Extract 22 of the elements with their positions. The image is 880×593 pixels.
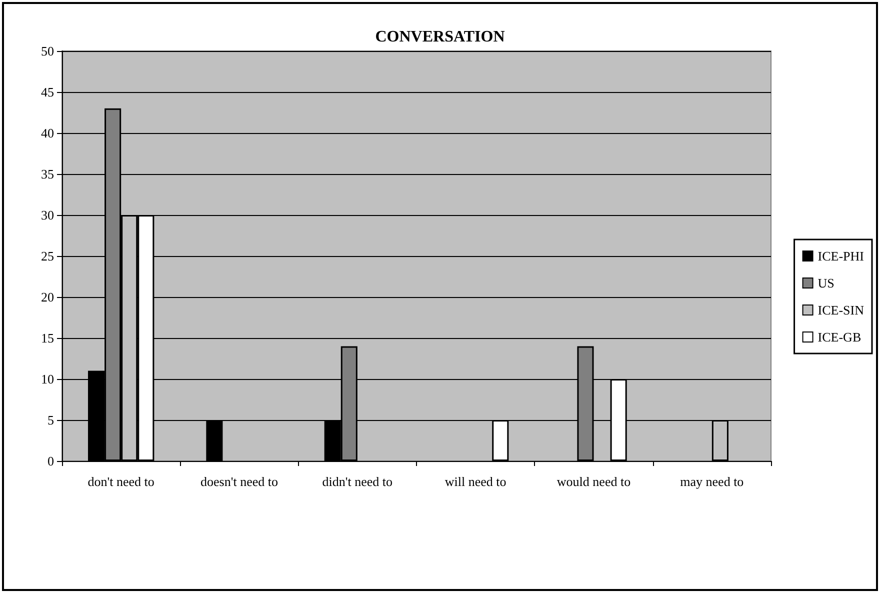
y-tick-label: 45 xyxy=(41,84,54,100)
y-tick-label: 25 xyxy=(41,248,54,264)
x-tick-label: didn't need to xyxy=(322,474,393,489)
y-tick-label: 30 xyxy=(41,208,54,222)
y-tick-label: 20 xyxy=(41,290,54,304)
x-tick-label: may need to xyxy=(680,474,744,489)
y-tick-label: 35 xyxy=(41,166,54,182)
y-tick-label: 50 xyxy=(41,44,54,58)
x-tick-label: would need to xyxy=(556,474,631,489)
y-tick-label: 0 xyxy=(48,454,54,468)
x-tick-label: will need to xyxy=(444,474,506,489)
legend-label: ICE-SIN xyxy=(818,302,865,318)
y-tick-label: 40 xyxy=(41,126,54,140)
chart-title: CONVERSATION xyxy=(375,28,506,46)
y-tick-label: 10 xyxy=(41,372,54,386)
legend-label: ICE-GB xyxy=(818,330,862,344)
legend-label: ICE-PHI xyxy=(818,248,864,264)
y-tick-label: 15 xyxy=(41,330,54,346)
x-tick-label: doesn't need to xyxy=(200,474,278,489)
y-tick-label: 5 xyxy=(48,412,54,428)
x-tick-label: don't need to xyxy=(88,474,154,489)
legend-label: US xyxy=(818,276,834,290)
